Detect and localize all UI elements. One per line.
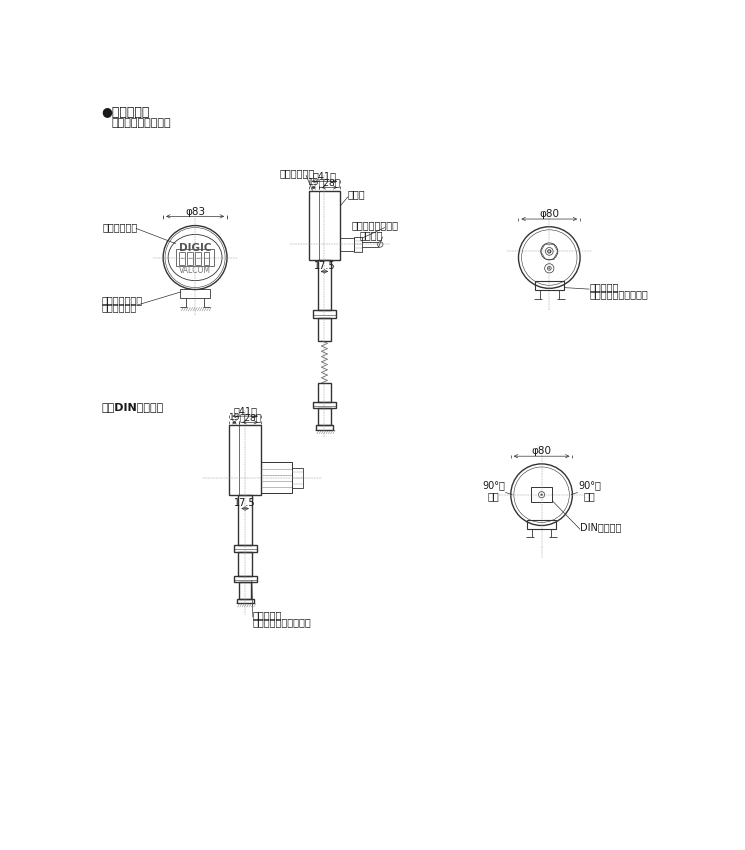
Text: （防水フィルター付）: （防水フィルター付） [589,289,648,298]
Text: フロントパネル: フロントパネル [101,296,142,306]
Text: 13: 13 [308,178,320,187]
Bar [316,425,333,430]
Bar [180,252,185,265]
Bar [234,575,257,581]
Text: （28）: （28） [239,413,261,422]
Bar [239,581,251,598]
Bar [317,260,332,310]
Text: （アクリル）: （アクリル） [101,303,136,313]
Bar [527,520,557,529]
Bar [530,487,552,502]
Circle shape [540,494,543,496]
Bar [317,383,332,402]
Text: 背面DINコネクタ: 背面DINコネクタ [101,402,163,412]
Bar [176,249,215,266]
Bar [317,318,332,341]
Bar [308,190,340,260]
Text: （41）: （41） [312,171,337,181]
Text: 17.5: 17.5 [314,261,335,271]
Circle shape [548,268,551,269]
Bar [203,252,209,265]
Bar [238,495,252,545]
Bar [340,238,354,251]
Text: 90°毎
回転: 90°毎 回転 [578,480,600,501]
Bar [195,252,201,265]
Text: 背面ケーブル直出し: 背面ケーブル直出し [112,118,171,127]
Text: （28）: （28） [318,178,340,187]
Text: ディスプレイ: ディスプレイ [103,222,138,232]
Text: リングカバー: リングカバー [280,168,315,178]
Text: ケーブル: ケーブル [360,230,383,241]
Text: ●センサ直結: ●センサ直結 [101,106,150,119]
Bar [237,598,253,604]
Bar [313,310,336,318]
Text: φ83: φ83 [185,207,205,217]
Text: ボディ: ボディ [348,190,366,200]
Text: （防水フィルター付）: （防水フィルター付） [253,617,311,626]
Bar [180,290,210,298]
Bar [354,237,362,252]
Text: DINコネクタ: DINコネクタ [580,522,621,532]
Bar [313,402,336,409]
Text: 13: 13 [229,413,240,422]
Text: ケーブルグランド: ケーブルグランド [352,220,399,230]
Text: 大気開放穴: 大気開放穴 [589,282,618,292]
Bar [238,552,252,575]
Bar [292,468,302,488]
Text: 17.5: 17.5 [235,498,256,508]
Bar [188,252,193,265]
Text: 90°毎
回転: 90°毎 回転 [483,480,505,501]
Bar [535,281,564,290]
Text: DIGIC: DIGIC [179,242,212,252]
Bar [318,409,331,425]
Bar [234,545,257,552]
Text: VALCOM: VALCOM [179,266,211,275]
Text: （41）: （41） [233,405,257,416]
Bar [229,425,261,495]
Text: φ80: φ80 [539,208,559,218]
Bar [261,462,292,493]
Text: 大気開放穴: 大気開放穴 [253,609,282,620]
Text: φ80: φ80 [532,445,551,456]
